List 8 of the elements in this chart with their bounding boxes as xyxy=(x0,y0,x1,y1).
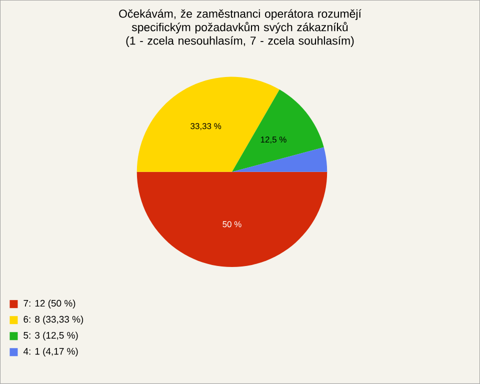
data-label: 50 % xyxy=(222,221,242,228)
legend-label: 7: 12 (50 %) xyxy=(24,300,76,309)
legend-label: 6: 8 (33,33 %) xyxy=(24,316,84,325)
legend-label: 4: 1 (4,17 %) xyxy=(23,348,78,357)
data-label: 33,33 % xyxy=(190,123,222,130)
legend-label: 5: 3 (12,5 %) xyxy=(24,332,78,341)
data-label: 12,5 % xyxy=(260,136,286,144)
chart-title: Očekávám, že zaměstnanci operátora rozumějí specifickým požadavkům svých zákazníků (1 - zcela nesouhlasím, 7 - zcela souhlasím) xyxy=(119,9,362,48)
